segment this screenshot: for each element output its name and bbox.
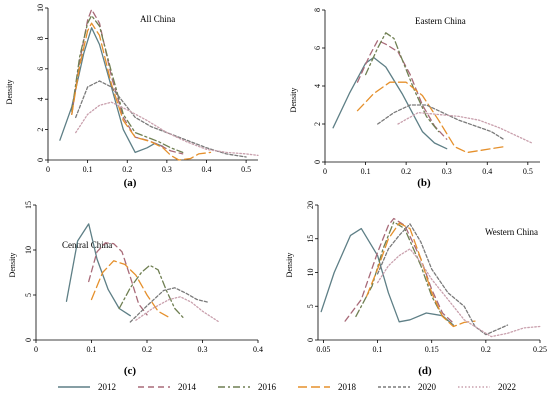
y-tick-label: 15 <box>24 201 33 209</box>
panel-caption: (c) <box>124 365 137 377</box>
y-axis-label: Density <box>8 253 17 278</box>
x-tick-label: 0.1 <box>361 167 371 176</box>
y-tick-label: 20 <box>306 201 315 209</box>
x-tick-label: 0.3 <box>162 165 172 174</box>
y-tick-label: 0 <box>36 158 45 162</box>
x-tick-label: 0.05 <box>316 345 330 354</box>
series-line-2016 <box>355 221 455 326</box>
legend-item-2014: 2014 <box>138 382 197 392</box>
y-tick-label: 2 <box>313 122 322 126</box>
series-line-2022 <box>376 248 541 338</box>
series-line-2020 <box>377 104 505 140</box>
series-line-2022 <box>135 296 220 323</box>
legend-label: 2022 <box>498 382 516 392</box>
x-tick-label: 0.5 <box>523 167 533 176</box>
x-tick-label: 0.1 <box>87 345 97 354</box>
y-tick-label: 0 <box>24 338 33 342</box>
legend-label: 2012 <box>98 382 116 392</box>
x-tick-label: 0.3 <box>442 167 452 176</box>
y-tick-label: 5 <box>306 304 315 308</box>
series-line-2014 <box>71 8 184 155</box>
series-line-2012 <box>332 56 448 150</box>
series-line-2016 <box>364 32 440 133</box>
panel-caption: (b) <box>417 177 431 189</box>
y-tick-label: 4 <box>36 97 45 101</box>
x-tick-label: 0.2 <box>122 165 132 174</box>
series-line-2022 <box>75 101 259 157</box>
y-tick-label: 8 <box>36 36 45 40</box>
series-line-2012 <box>59 27 164 154</box>
y-tick-label: 15 <box>306 235 315 243</box>
y-axis-label: Density <box>5 80 14 105</box>
series-line-2022 <box>397 111 533 144</box>
legend-item-2022: 2022 <box>458 382 516 392</box>
series-line-2020 <box>129 287 209 323</box>
legend-label: 2020 <box>418 382 437 392</box>
series-line-2018 <box>90 260 170 319</box>
series-line-2014 <box>344 217 455 324</box>
x-tick-label: 0.2 <box>401 167 411 176</box>
panel-caption: (d) <box>418 365 432 377</box>
panel-caption: (a) <box>124 177 137 189</box>
panel-b: 0 0.1 0.2 0.3 0.4 0.5 0 2 4 6 8 Density Eastern Chin… <box>289 8 540 189</box>
x-tick-label: 0.2 <box>142 345 152 354</box>
y-tick-label: 6 <box>36 67 45 71</box>
panel-title: Eastern China <box>415 16 466 26</box>
series-line-2012 <box>65 223 131 317</box>
y-tick-label: 4 <box>313 84 322 88</box>
legend-item-2016: 2016 <box>218 382 277 392</box>
series-line-2014 <box>88 242 148 316</box>
series-line-2018 <box>366 222 476 328</box>
x-tick-label: 0 <box>34 345 38 354</box>
legend-item-2012: 2012 <box>58 382 116 392</box>
series-line-2020 <box>75 80 247 158</box>
y-axis-label: Density <box>289 88 298 113</box>
x-tick-label: 0 <box>46 165 50 174</box>
y-tick-label: 10 <box>306 269 315 277</box>
x-tick-label: 0.2 <box>481 345 491 354</box>
x-tick-label: 0.4 <box>482 167 492 176</box>
panel-a: 0 0.1 0.2 0.3 0.4 0.5 0 2 4 6 8 10 Density All China (… <box>5 4 259 189</box>
series-line-2016 <box>71 14 184 154</box>
y-tick-label: 10 <box>36 4 45 12</box>
series-line-2012 <box>320 227 455 326</box>
y-tick-label: 2 <box>36 128 45 132</box>
y-tick-label: 0 <box>306 338 315 342</box>
series-line-2018 <box>71 22 212 161</box>
x-tick-label: 0.4 <box>253 345 263 354</box>
panel-title: Western China <box>485 227 538 237</box>
x-tick-label: 0.1 <box>83 165 93 174</box>
panel-d: 0.05 0.1 0.15 0.2 0.25 0 5 10 15 20 Density Western… <box>285 201 547 377</box>
x-tick-label: 0.3 <box>198 345 208 354</box>
x-tick-label: 0.15 <box>425 345 439 354</box>
series-line-2018 <box>356 81 505 154</box>
x-tick-label: 0.1 <box>373 345 383 354</box>
y-tick-label: 10 <box>24 246 33 254</box>
y-axis-label: Density <box>285 253 294 278</box>
legend-label: 2016 <box>258 382 277 392</box>
legend-label: 2018 <box>338 382 357 392</box>
legend-item-2020: 2020 <box>378 382 437 392</box>
legend: 2012 2014 2016 2018 2020 2022 <box>58 382 516 392</box>
series-line-2020 <box>376 223 509 336</box>
series-line-2014 <box>356 39 448 140</box>
panel-title: All China <box>140 14 175 24</box>
y-tick-label: 5 <box>24 293 33 297</box>
y-tick-label: 8 <box>313 8 322 12</box>
y-tick-label: 6 <box>313 46 322 50</box>
legend-label: 2014 <box>178 382 197 392</box>
panel-title: Central China <box>62 240 112 250</box>
x-tick-label: 0.4 <box>201 165 211 174</box>
series-line-2016 <box>118 264 184 319</box>
x-tick-label: 0.5 <box>241 165 251 174</box>
x-tick-label: 0 <box>323 167 327 176</box>
panel-c: 0 0.1 0.2 0.3 0.4 0 5 10 15 Density Central China (… <box>8 201 263 377</box>
legend-item-2018: 2018 <box>298 382 357 392</box>
x-tick-label: 0.25 <box>533 345 547 354</box>
y-tick-label: 0 <box>313 160 322 164</box>
